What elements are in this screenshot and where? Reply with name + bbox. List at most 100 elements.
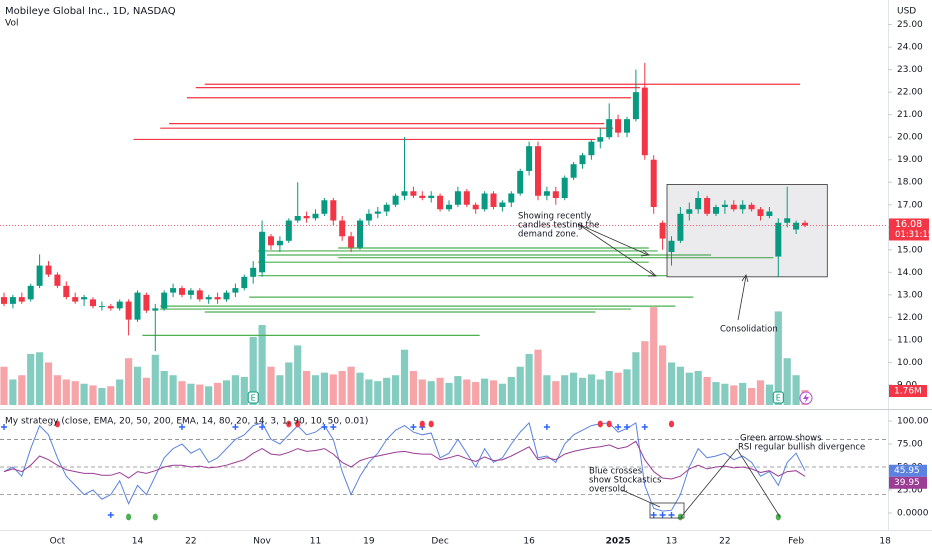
candle-body xyxy=(446,204,452,210)
volume-bar xyxy=(641,341,649,405)
candle-body xyxy=(454,191,461,205)
y-tick-label: 25.00 xyxy=(897,20,923,30)
candle-body xyxy=(223,292,230,300)
arrow xyxy=(621,489,661,508)
candle-body xyxy=(1,297,7,304)
candle-body xyxy=(721,204,728,208)
candle-body xyxy=(535,146,541,196)
volume-bar xyxy=(605,370,613,405)
y-tick-label: 25.00 xyxy=(897,486,923,496)
signal-cross xyxy=(259,424,266,430)
volume-bar xyxy=(374,381,382,405)
candle-body xyxy=(276,240,283,246)
volume-bar xyxy=(142,377,150,405)
signal-dot xyxy=(295,420,301,428)
arrow xyxy=(577,223,656,277)
candle-body xyxy=(463,191,470,205)
candle-body xyxy=(588,141,595,156)
volume-bar xyxy=(267,366,275,405)
volume-bar xyxy=(53,375,61,405)
candle-body xyxy=(45,265,52,275)
x-tick-label: Nov xyxy=(253,537,271,547)
candle-body xyxy=(615,119,622,133)
price-tag xyxy=(889,218,929,241)
y-tick-label: 22.00 xyxy=(897,88,923,98)
candle-body xyxy=(250,267,257,277)
candle-body xyxy=(107,306,114,309)
candle-body xyxy=(294,216,301,221)
x-tick-label: Feb xyxy=(788,537,804,547)
volume-bar xyxy=(756,380,765,405)
x-tick-label: 2025 xyxy=(606,537,631,547)
volume-bar xyxy=(623,369,631,405)
y-tick-label: 21.00 xyxy=(897,110,923,120)
candle-body xyxy=(597,137,604,142)
signal-dot xyxy=(152,513,158,521)
candle-body xyxy=(268,236,274,246)
volume-bar xyxy=(792,375,800,405)
volume-bar xyxy=(632,352,640,405)
annotation: demand zone. xyxy=(518,230,579,240)
volume-tag xyxy=(889,385,927,398)
candle-body xyxy=(179,288,185,295)
volume-bar xyxy=(587,374,595,405)
volume-bar xyxy=(489,380,498,405)
signal-dot xyxy=(126,513,132,521)
volume-bar xyxy=(125,358,133,405)
candle-body xyxy=(27,285,34,300)
candle-body xyxy=(9,297,16,304)
candle-body xyxy=(686,209,693,214)
volume-bar xyxy=(169,375,177,405)
candle-body xyxy=(668,240,675,253)
candle-body xyxy=(410,191,417,196)
candle-body xyxy=(214,297,221,300)
candle-body xyxy=(134,292,141,320)
candle-body xyxy=(472,204,479,210)
arrow-head xyxy=(640,249,650,257)
arrow-head xyxy=(741,274,749,283)
annotation: Blue crosses xyxy=(589,467,643,477)
candle-body xyxy=(205,297,212,300)
indicator-title: My strategy (close, EMA, 20, 50, 200, EM… xyxy=(5,417,368,427)
volume-bar xyxy=(392,375,400,405)
x-tick-label: 11 xyxy=(310,537,321,547)
candle-body xyxy=(641,87,648,156)
signal-cross xyxy=(179,424,185,430)
x-tick-label: 22 xyxy=(719,537,730,547)
candle-body xyxy=(739,204,746,210)
volume-bar xyxy=(721,383,729,405)
volume-bar xyxy=(534,349,542,405)
candle-body xyxy=(312,213,319,219)
volume-bar xyxy=(730,385,738,405)
divergence-line xyxy=(680,448,738,518)
annotation: Consolidation xyxy=(720,325,778,335)
volume-bar xyxy=(356,372,364,405)
divergence-line xyxy=(736,448,781,518)
volume-bar xyxy=(552,381,560,405)
volume-bar xyxy=(472,382,480,405)
volume-bar xyxy=(18,375,26,405)
arrow-head xyxy=(648,269,657,277)
candle-body xyxy=(348,236,355,248)
volume-bar xyxy=(667,362,676,405)
signal-cross xyxy=(650,512,657,518)
candle-body xyxy=(428,195,435,198)
candle-body xyxy=(116,301,123,309)
candle-body xyxy=(321,200,328,214)
y-tick-label: 18.00 xyxy=(897,178,923,188)
value-tag xyxy=(889,464,927,477)
signal-dot xyxy=(54,420,61,428)
signal-dot xyxy=(775,513,781,521)
oversold-box xyxy=(649,502,685,519)
volume-bar xyxy=(481,378,489,405)
candle-body xyxy=(187,290,194,295)
volume-bar xyxy=(614,372,622,405)
candle-body xyxy=(63,285,70,298)
volume-bar xyxy=(187,383,195,405)
candle-body xyxy=(365,213,372,221)
volume-bar xyxy=(98,387,106,405)
volume-bar xyxy=(650,307,658,405)
earnings-label: E xyxy=(251,394,256,403)
annotation: candles testing the xyxy=(518,221,600,231)
